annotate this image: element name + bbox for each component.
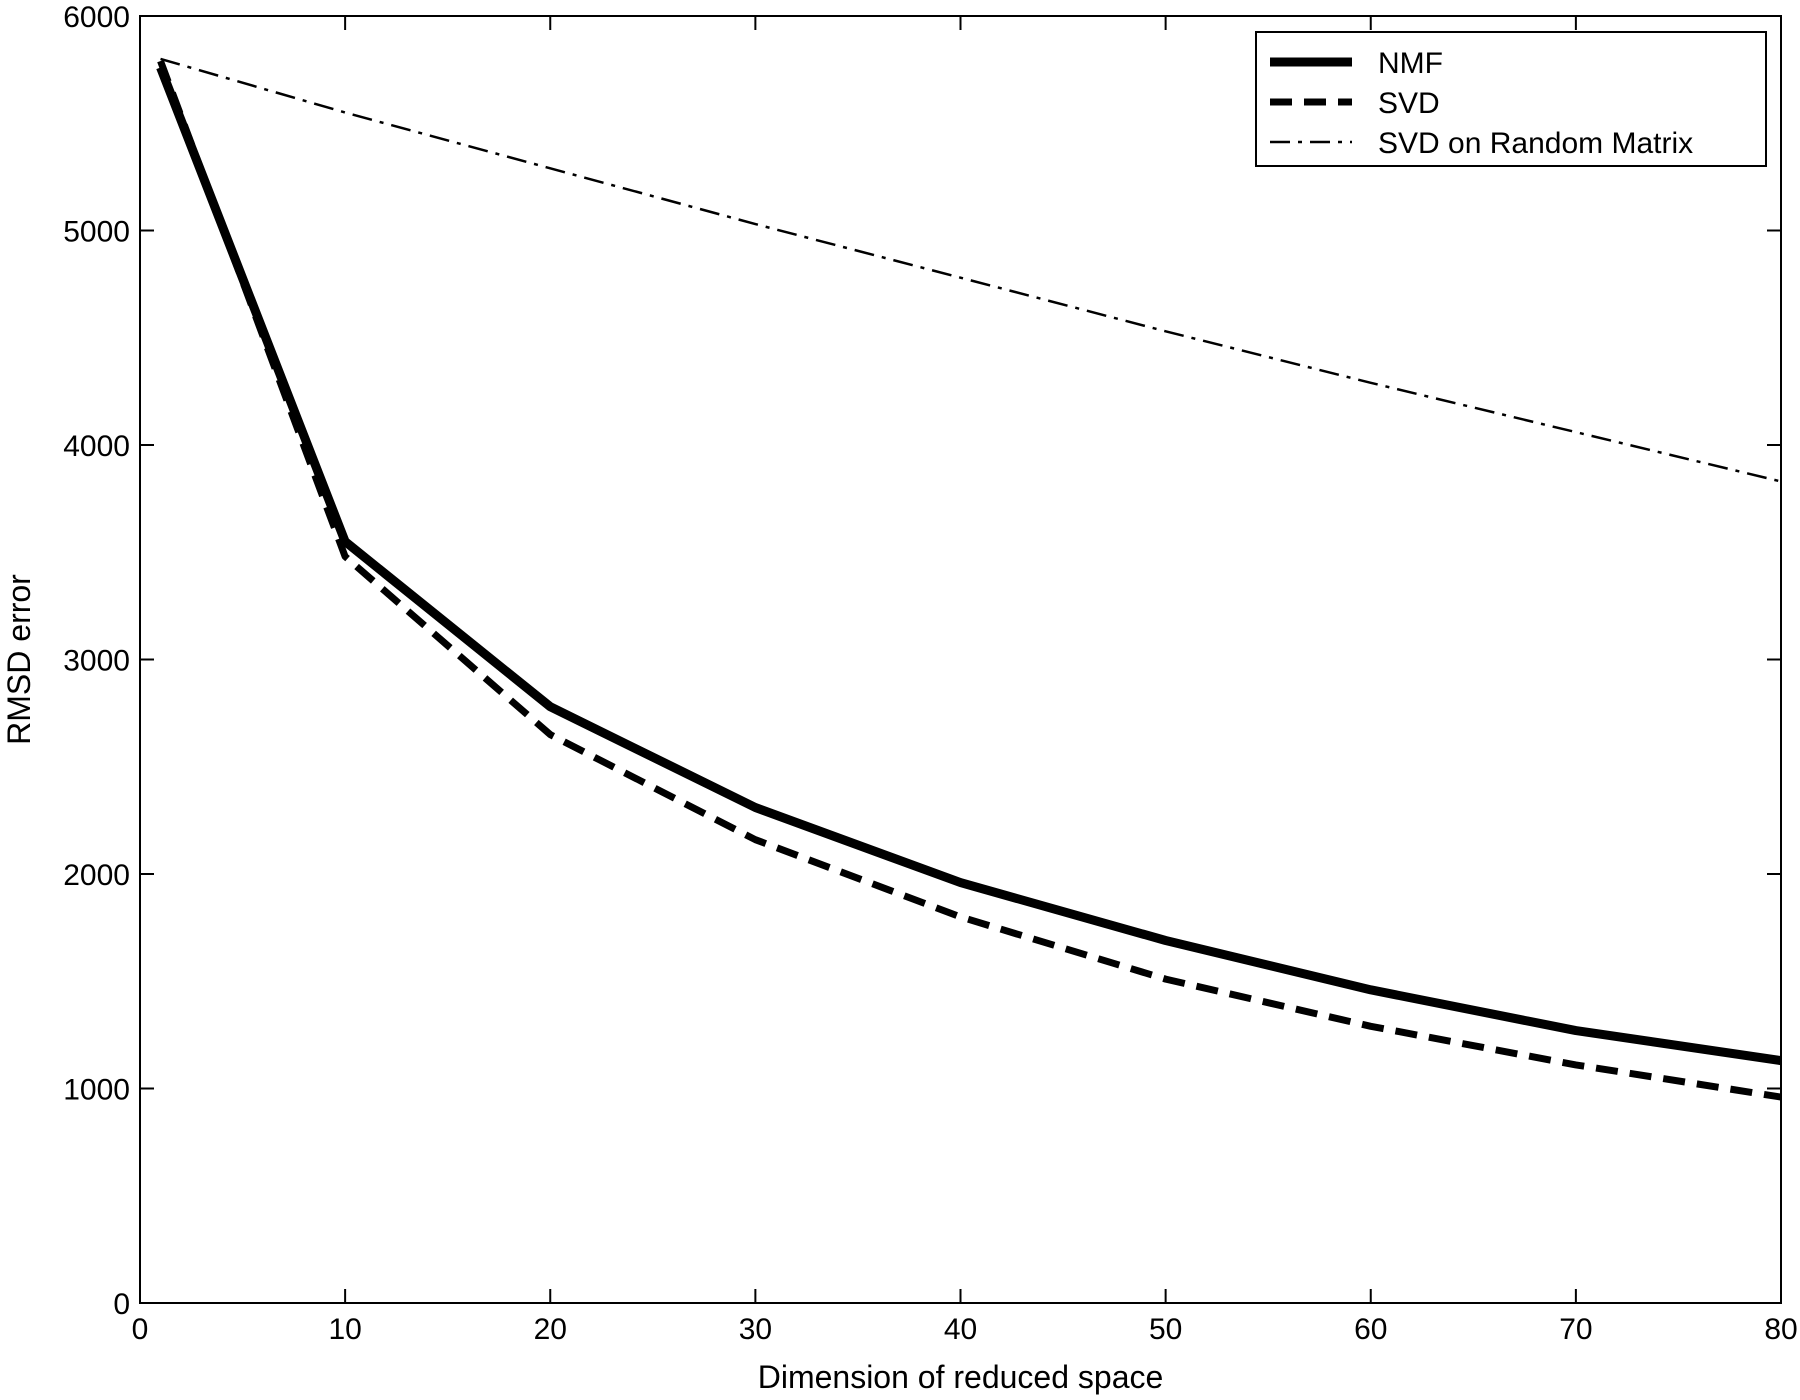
series-line-svd-on-random-matrix xyxy=(160,57,1782,483)
x-tick-label: 60 xyxy=(1354,1313,1387,1346)
y-tick-label: 1000 xyxy=(63,1074,130,1107)
y-tick-label: 4000 xyxy=(63,430,130,463)
legend-label-nmf: NMF xyxy=(1378,47,1443,80)
plot-frame xyxy=(139,15,1782,1304)
y-tick-label: 3000 xyxy=(63,645,130,678)
y-axis-title: RMSD error xyxy=(1,574,37,745)
x-tick-label: 10 xyxy=(328,1313,361,1346)
y-tick-label: 5000 xyxy=(63,216,130,249)
legend: NMF SVD SVD on Random Matrix xyxy=(1255,31,1767,167)
y-tick-label: 2000 xyxy=(63,859,130,892)
x-tick-label: 70 xyxy=(1559,1313,1592,1346)
x-tick-label: 30 xyxy=(739,1313,772,1346)
x-tick-label: 20 xyxy=(534,1313,567,1346)
legend-label-svd-random: SVD on Random Matrix xyxy=(1378,127,1693,160)
series-layer xyxy=(156,57,1782,1101)
legend-label-svd: SVD xyxy=(1378,87,1440,120)
x-axis-title: Dimension of reduced space xyxy=(758,1359,1164,1395)
series-line-svd xyxy=(157,59,1782,1101)
y-tick-label: 0 xyxy=(113,1288,130,1321)
series-line-nmf xyxy=(156,65,1782,1066)
ticks-layer: 0 10 20 30 40 50 60 70 80 0 1000 2000 3000 4000 5000 60… xyxy=(63,1,1797,1346)
x-tick-label: 80 xyxy=(1764,1313,1797,1346)
x-tick-label: 50 xyxy=(1149,1313,1182,1346)
x-tick-label: 0 xyxy=(132,1313,149,1346)
y-tick-label: 6000 xyxy=(63,1,130,34)
x-tick-label: 40 xyxy=(944,1313,977,1346)
